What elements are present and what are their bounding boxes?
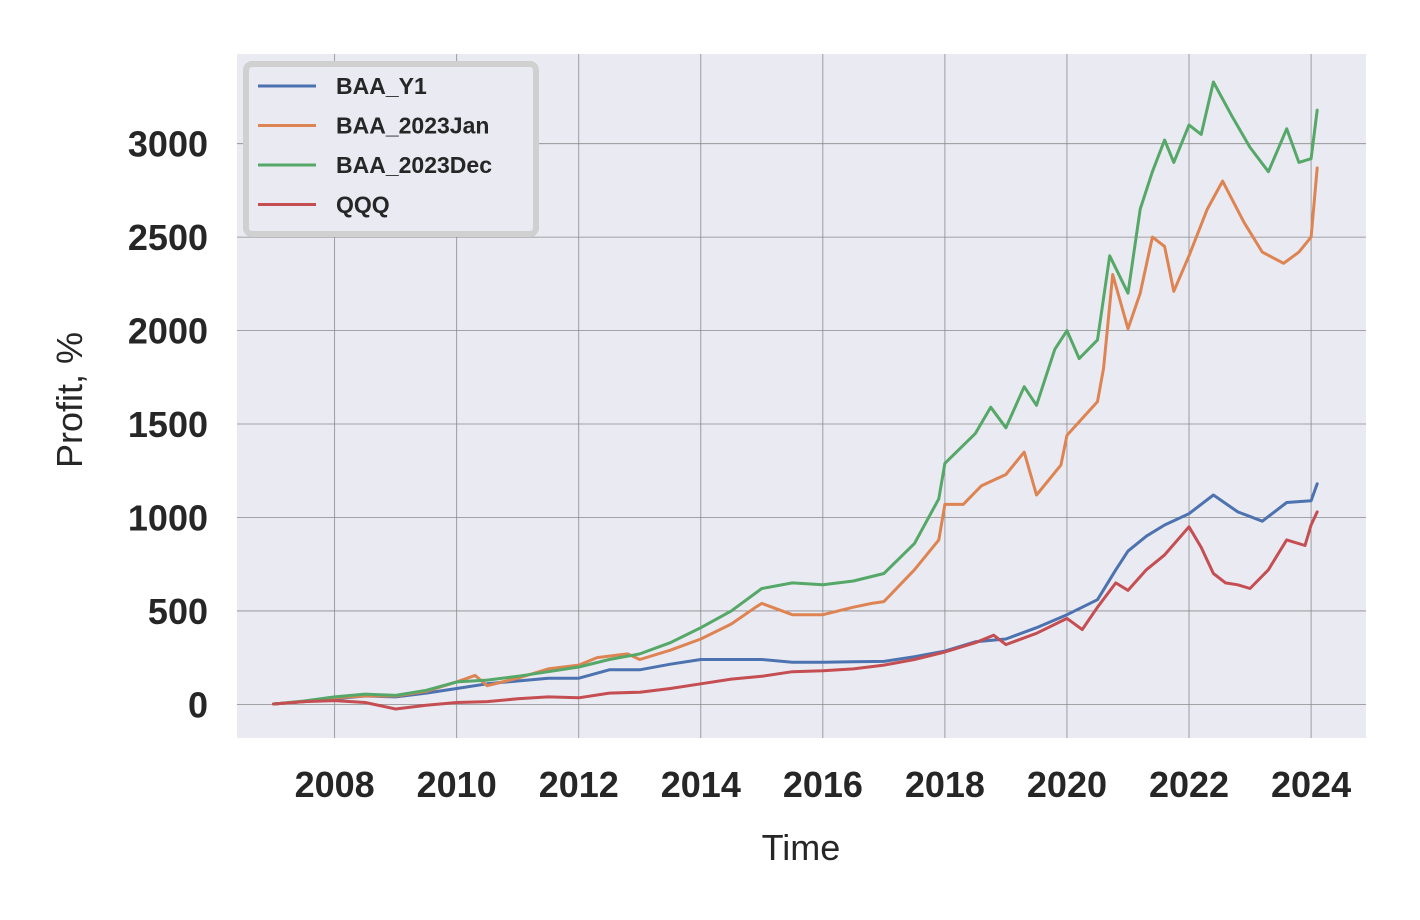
y-axis-label: Profit, % bbox=[49, 332, 90, 468]
series-line-baa-y1 bbox=[272, 482, 1319, 706]
y-tick-label: 2000 bbox=[128, 311, 208, 352]
x-tick-label: 2024 bbox=[1271, 764, 1351, 805]
legend-label-baa-2023dec: BAA_2023Dec bbox=[336, 152, 492, 178]
series-lines bbox=[272, 80, 1319, 711]
series-line-baa-2023dec bbox=[272, 80, 1319, 706]
x-tick-label: 2022 bbox=[1149, 764, 1229, 805]
x-tick-label: 2012 bbox=[539, 764, 619, 805]
x-tick-label: 2016 bbox=[783, 764, 863, 805]
x-tick-label: 2008 bbox=[295, 764, 375, 805]
grid-lines bbox=[237, 54, 1366, 738]
y-tick-label: 3000 bbox=[128, 124, 208, 165]
x-tick-label: 2018 bbox=[905, 764, 985, 805]
legend: BAA_Y1 BAA_2023Jan BAA_2023Dec QQQ bbox=[243, 61, 539, 237]
legend-label-baa-2023jan: BAA_2023Jan bbox=[336, 113, 489, 139]
y-tick-label: 1500 bbox=[128, 404, 208, 445]
x-tick-label: 2020 bbox=[1027, 764, 1107, 805]
legend-label-qqq: QQQ bbox=[336, 192, 390, 218]
series-line-qqq bbox=[272, 510, 1319, 711]
x-tick-labels: 2008 2010 2012 2014 2016 2018 2020 2022 2024 bbox=[295, 764, 1352, 805]
legend-box bbox=[243, 61, 539, 237]
y-tick-label: 500 bbox=[148, 591, 208, 632]
series-line-baa-2023jan bbox=[272, 166, 1319, 706]
x-axis-label: Time bbox=[762, 827, 841, 868]
x-tick-label: 2010 bbox=[417, 764, 497, 805]
legend-label-baa-y1: BAA_Y1 bbox=[336, 73, 427, 99]
x-tick-label: 2014 bbox=[661, 764, 741, 805]
y-tick-labels: 0 500 1000 1500 2000 2500 3000 bbox=[128, 124, 208, 726]
y-tick-label: 1000 bbox=[128, 497, 208, 538]
y-tick-label: 0 bbox=[188, 684, 208, 725]
y-tick-label: 2500 bbox=[128, 217, 208, 258]
